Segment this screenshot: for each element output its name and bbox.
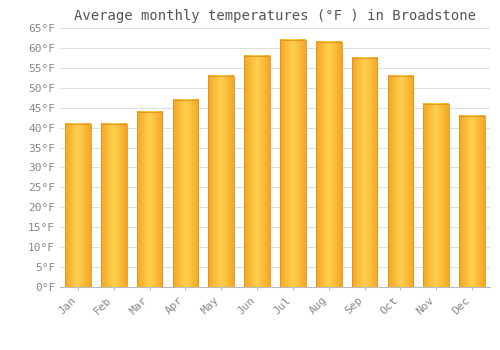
Title: Average monthly temperatures (°F ) in Broadstone: Average monthly temperatures (°F ) in Br… <box>74 9 476 23</box>
Bar <box>101 124 126 287</box>
Bar <box>352 58 378 287</box>
Bar <box>244 56 270 287</box>
Bar <box>316 42 342 287</box>
Bar <box>388 76 413 287</box>
Bar <box>172 100 199 287</box>
Bar <box>424 104 449 287</box>
Bar <box>208 76 234 287</box>
Bar <box>459 116 485 287</box>
Bar <box>136 112 162 287</box>
Bar <box>65 124 91 287</box>
Bar <box>280 40 306 287</box>
